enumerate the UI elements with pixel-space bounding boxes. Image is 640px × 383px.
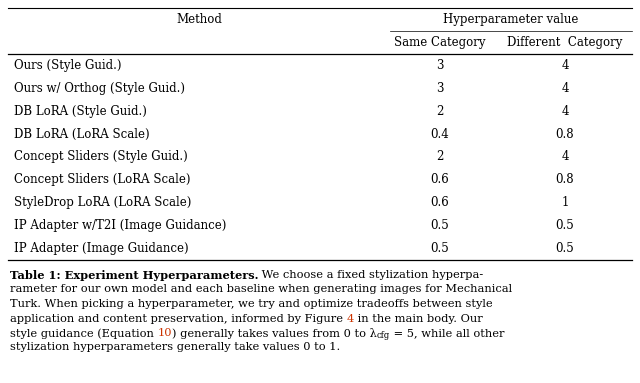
Text: Concept Sliders (Style Guid.): Concept Sliders (Style Guid.)	[14, 151, 188, 164]
Text: DB LoRA (LoRA Scale): DB LoRA (LoRA Scale)	[14, 128, 150, 141]
Text: stylization hyperparameters generally take values 0 to 1.: stylization hyperparameters generally ta…	[10, 342, 340, 352]
Text: 0.5: 0.5	[431, 242, 449, 255]
Text: 0.6: 0.6	[431, 196, 449, 209]
Text: Same Category: Same Category	[394, 36, 486, 49]
Text: 0.8: 0.8	[556, 173, 574, 186]
Text: 0.6: 0.6	[431, 173, 449, 186]
Text: 0.5: 0.5	[556, 242, 574, 255]
Text: 0.5: 0.5	[431, 219, 449, 232]
Text: 1: 1	[561, 196, 569, 209]
Text: = 5, while all other: = 5, while all other	[390, 328, 504, 338]
Text: DB LoRA (Style Guid.): DB LoRA (Style Guid.)	[14, 105, 147, 118]
Text: 4: 4	[561, 151, 569, 164]
Text: StyleDrop LoRA (LoRA Scale): StyleDrop LoRA (LoRA Scale)	[14, 196, 191, 209]
Text: application and content preservation, informed by Figure: application and content preservation, in…	[10, 314, 347, 324]
Text: IP Adapter w/T2I (Image Guidance): IP Adapter w/T2I (Image Guidance)	[14, 219, 227, 232]
Text: Concept Sliders (LoRA Scale): Concept Sliders (LoRA Scale)	[14, 173, 191, 186]
Text: ) generally takes values from 0 to λ: ) generally takes values from 0 to λ	[172, 328, 377, 339]
Text: 0.8: 0.8	[556, 128, 574, 141]
Text: style guidance (Equation: style guidance (Equation	[10, 328, 157, 339]
Text: 4: 4	[561, 59, 569, 72]
Text: 0.5: 0.5	[556, 219, 574, 232]
Text: Ours (Style Guid.): Ours (Style Guid.)	[14, 59, 122, 72]
Text: 0.4: 0.4	[431, 128, 449, 141]
Text: Turk. When picking a hyperparameter, we try and optimize tradeoffs between style: Turk. When picking a hyperparameter, we …	[10, 299, 493, 309]
Text: Method: Method	[176, 13, 222, 26]
Text: 4: 4	[561, 82, 569, 95]
Text: in the main body. Our: in the main body. Our	[354, 314, 483, 324]
Text: 10: 10	[157, 328, 172, 338]
Text: 2: 2	[436, 105, 444, 118]
Text: 4: 4	[347, 314, 354, 324]
Text: Table 1: Experiment Hyperparameters.: Table 1: Experiment Hyperparameters.	[10, 270, 259, 281]
Text: Hyperparameter value: Hyperparameter value	[444, 13, 579, 26]
Text: cfg: cfg	[377, 331, 390, 339]
Text: 3: 3	[436, 59, 444, 72]
Text: rameter for our own model and each baseline when generating images for Mechanica: rameter for our own model and each basel…	[10, 285, 512, 295]
Text: 2: 2	[436, 151, 444, 164]
Text: Different  Category: Different Category	[508, 36, 623, 49]
Text: 4: 4	[561, 105, 569, 118]
Text: We choose a fixed stylization hyperpa-: We choose a fixed stylization hyperpa-	[259, 270, 484, 280]
Text: 3: 3	[436, 82, 444, 95]
Text: IP Adapter (Image Guidance): IP Adapter (Image Guidance)	[14, 242, 189, 255]
Text: Ours w/ Orthog (Style Guid.): Ours w/ Orthog (Style Guid.)	[14, 82, 185, 95]
